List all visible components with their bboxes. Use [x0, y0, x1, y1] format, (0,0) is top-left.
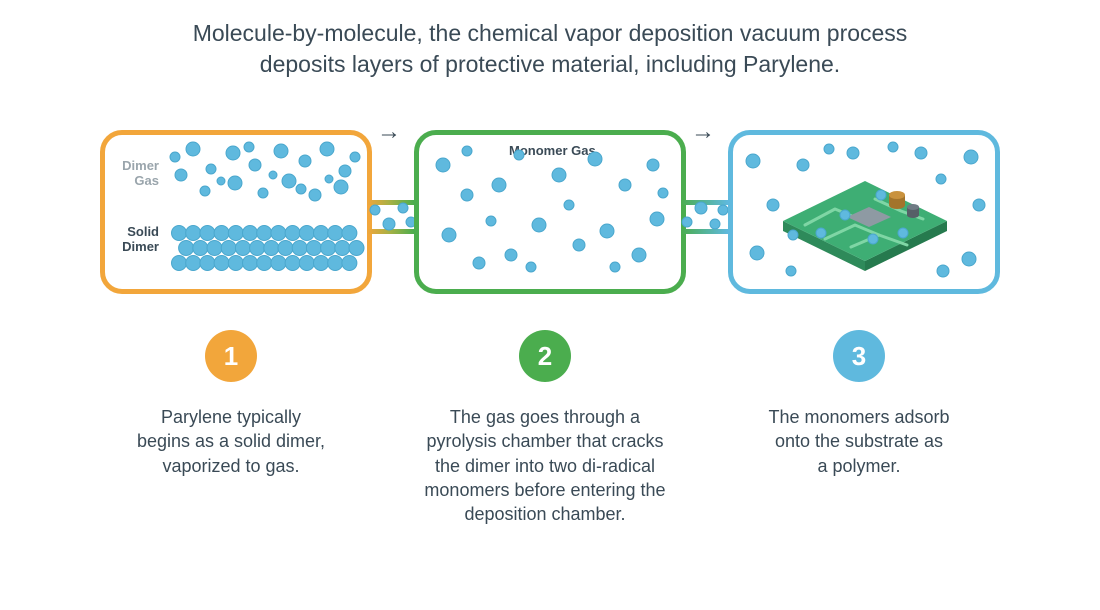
chamber-2-pyrolysis: Monomer Gas — [414, 130, 686, 294]
chamber-3-svg — [733, 135, 995, 289]
pipe-1 — [367, 200, 414, 234]
pipe-2 — [681, 200, 728, 234]
infographic-canvas: Molecule-by-molecule, the chemical vapor… — [0, 0, 1100, 610]
pipe-1-dots — [367, 200, 414, 234]
chamber-3-deposition — [728, 130, 1000, 294]
arrow-2-icon: → — [691, 118, 715, 146]
arrow-1-icon: → — [377, 118, 401, 146]
chamber-1-svg — [105, 135, 367, 289]
step-badge-3: 3 — [833, 330, 885, 382]
page-title: Molecule-by-molecule, the chemical vapor… — [0, 18, 1100, 80]
step-badge-1: 1 — [205, 330, 257, 382]
step-desc-3: The monomers adsorbonto the substrate as… — [728, 405, 990, 478]
chamber-2-svg — [419, 135, 681, 289]
step-desc-2: The gas goes through apyrolysis chamber … — [414, 405, 676, 526]
chamber-1-dimer: DimerGas SolidDimer — [100, 130, 372, 294]
step-badge-2: 2 — [519, 330, 571, 382]
pipe-2-dots — [681, 200, 728, 234]
step-desc-1: Parylene typicallybegins as a solid dime… — [100, 405, 362, 478]
